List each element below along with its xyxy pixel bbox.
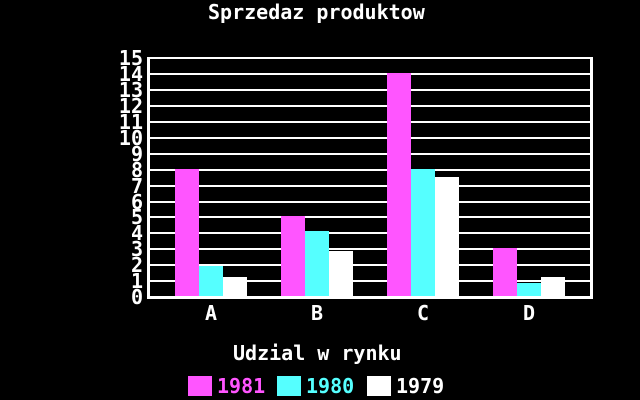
legend-swatch-1980 [277,376,301,396]
bar-D-1981 [493,248,517,296]
legend-item-1979: 1979 [367,376,444,396]
y-tick-label-2: 2 [130,253,143,277]
y-tick-label-15: 15 [118,46,143,70]
gridline [147,89,593,91]
plot-area [147,57,593,299]
x-tick-label-D: D [522,301,536,325]
bar-A-1979 [223,277,247,296]
y-tick-label-7: 7 [130,174,143,198]
legend-label-1980: 1980 [306,374,355,398]
x-axis-baseline [147,296,593,299]
gridline [147,153,593,155]
bar-C-1981 [387,73,411,296]
gridline [147,232,593,234]
y-tick-label-4: 4 [130,221,143,245]
legend-item-1980: 1980 [277,376,354,396]
gridline [147,57,593,59]
x-axis-title: Udzial w rynku [233,341,402,365]
y-tick-label-14: 14 [118,62,143,86]
gridline [147,169,593,171]
x-tick-label-B: B [310,301,324,325]
bar-D-1979 [541,277,565,296]
gridline [147,121,593,123]
bar-D-1980 [517,283,541,296]
y-tick-label-11: 11 [118,110,143,134]
bar-B-1981 [281,216,305,296]
bar-C-1980 [411,169,435,296]
bar-A-1981 [175,169,199,296]
gridline [147,73,593,75]
y-tick-label-9: 9 [130,142,143,166]
y-axis-line-left [147,57,150,299]
y-tick-label-6: 6 [130,190,143,214]
y-tick-label-3: 3 [130,237,143,261]
gridline [147,280,593,282]
legend-label-1981: 1981 [217,374,266,398]
gridline [147,137,593,139]
chart-title: Sprzedaz produktow [208,0,425,24]
bar-B-1980 [305,231,329,296]
y-tick-label-12: 12 [118,94,143,118]
legend-item-1981: 1981 [188,376,265,396]
legend-swatch-1981 [188,376,212,396]
gridline [147,216,593,218]
bar-B-1979 [329,251,353,296]
gridline [147,201,593,203]
x-tick-label-A: A [204,301,218,325]
y-tick-label-1: 1 [130,269,143,293]
legend-label-1979: 1979 [396,374,445,398]
gridline [147,264,593,266]
x-tick-label-C: C [416,301,430,325]
y-tick-label-8: 8 [130,158,143,182]
gridline [147,248,593,250]
legend-swatch-1979 [367,376,391,396]
bar-C-1979 [435,177,459,296]
y-tick-label-10: 10 [118,126,143,150]
y-tick-label-5: 5 [130,205,143,229]
bar-A-1980 [199,266,223,296]
gridline [147,105,593,107]
y-axis-line-right [590,57,593,299]
y-tick-label-13: 13 [118,78,143,102]
y-tick-label-0: 0 [130,285,143,309]
gridline [147,185,593,187]
